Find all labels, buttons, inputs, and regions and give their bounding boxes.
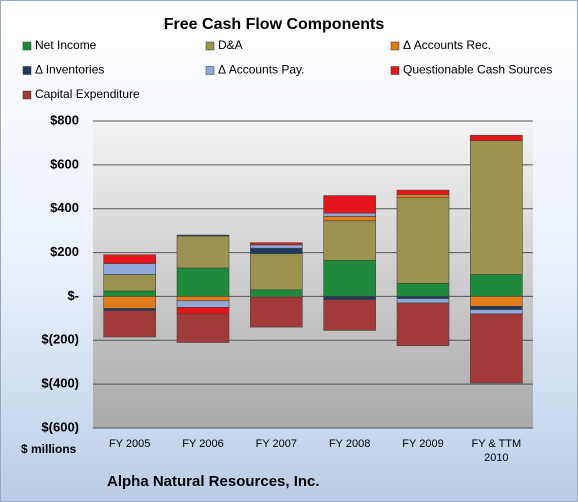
- bar-segment: [470, 309, 523, 315]
- bar-segment: [250, 242, 303, 246]
- y-axis-label: $ millions: [21, 442, 77, 456]
- bar-segment: [103, 274, 156, 292]
- x-tick-label: FY 2007: [255, 438, 298, 450]
- bar-segment: [396, 282, 450, 297]
- legend-marker: [22, 41, 32, 51]
- y-tick-label: $200: [50, 244, 79, 259]
- bar-segment: [470, 274, 523, 297]
- bar-segment: [103, 310, 156, 338]
- bar-segment: [323, 195, 376, 214]
- legend-marker: [205, 66, 215, 75]
- bar-segment: [470, 140, 523, 275]
- y-tick-label: $(600): [41, 419, 79, 434]
- bar-segment: [176, 267, 230, 297]
- x-tick-label: FY 2006: [182, 438, 224, 450]
- legend-marker: [22, 90, 32, 100]
- y-tick-label: $400: [50, 200, 79, 215]
- bar-segment: [176, 300, 230, 308]
- bar-segment: [103, 296, 156, 309]
- y-tick-label: $800: [50, 112, 79, 127]
- bar-segment: [103, 290, 156, 297]
- bar-segment: [250, 244, 303, 249]
- bar-segment: [323, 212, 376, 217]
- bar-segment: [250, 247, 303, 254]
- bar-segment: [396, 302, 450, 347]
- bar-segment: [176, 235, 230, 269]
- x-tick-label: FY 2008: [328, 438, 371, 450]
- legend-label: D&A: [218, 38, 243, 52]
- x-tick-label: FY 2005: [108, 438, 151, 450]
- y-tick-label: $(200): [41, 332, 79, 347]
- legend-label: Capital Expenditure: [35, 87, 140, 101]
- x-tick-label: FY 2009: [402, 438, 444, 450]
- legend-label: Δ Accounts Pay.: [218, 63, 305, 77]
- bar-segment: [470, 313, 523, 384]
- legend-marker: [22, 66, 32, 75]
- bar-segment: [323, 299, 376, 331]
- legend-marker: [390, 66, 400, 75]
- bar-segment: [103, 308, 156, 311]
- bar-segment: [470, 134, 523, 142]
- bar-segment: [323, 216, 376, 222]
- bar-segment: [250, 297, 303, 328]
- bar-segment: [176, 234, 230, 237]
- bar-segment: [396, 194, 450, 199]
- bar-segment: [323, 220, 376, 261]
- bar-segment: [250, 289, 303, 297]
- bar-segment: [176, 296, 230, 302]
- legend-label: Net Income: [35, 38, 97, 52]
- legend-marker: [390, 41, 400, 51]
- bar-segment: [396, 296, 450, 299]
- bar-segment: [103, 254, 156, 264]
- bar-segment: [470, 296, 523, 307]
- subtitle: Alpha Natural Resources, Inc.: [107, 473, 320, 490]
- chart-title: Free Cash Flow Components: [164, 16, 385, 33]
- legend-label: Δ Accounts Rec.: [403, 38, 491, 52]
- bar-segment: [323, 259, 376, 297]
- bar-segment: [250, 253, 303, 291]
- y-tick-label: $-: [67, 288, 79, 303]
- bar-segment: [396, 197, 450, 284]
- bar-segment: [103, 263, 156, 275]
- legend-label: Δ Inventories: [35, 63, 104, 77]
- plot-area: [93, 121, 533, 428]
- bar-segment: [323, 296, 376, 301]
- bar-segment: [470, 305, 523, 310]
- legend-label: Questionable Cash Sources: [403, 63, 552, 77]
- y-tick-label: $(400): [41, 376, 79, 391]
- bar-segment: [176, 313, 230, 343]
- x-tick-label: FY & TTM 2010: [471, 438, 522, 464]
- bar-segment: [176, 307, 230, 315]
- legend-marker: [205, 41, 215, 51]
- bar-segment: [396, 298, 450, 304]
- y-tick-label: $600: [50, 156, 79, 171]
- bar-segment: [396, 189, 450, 195]
